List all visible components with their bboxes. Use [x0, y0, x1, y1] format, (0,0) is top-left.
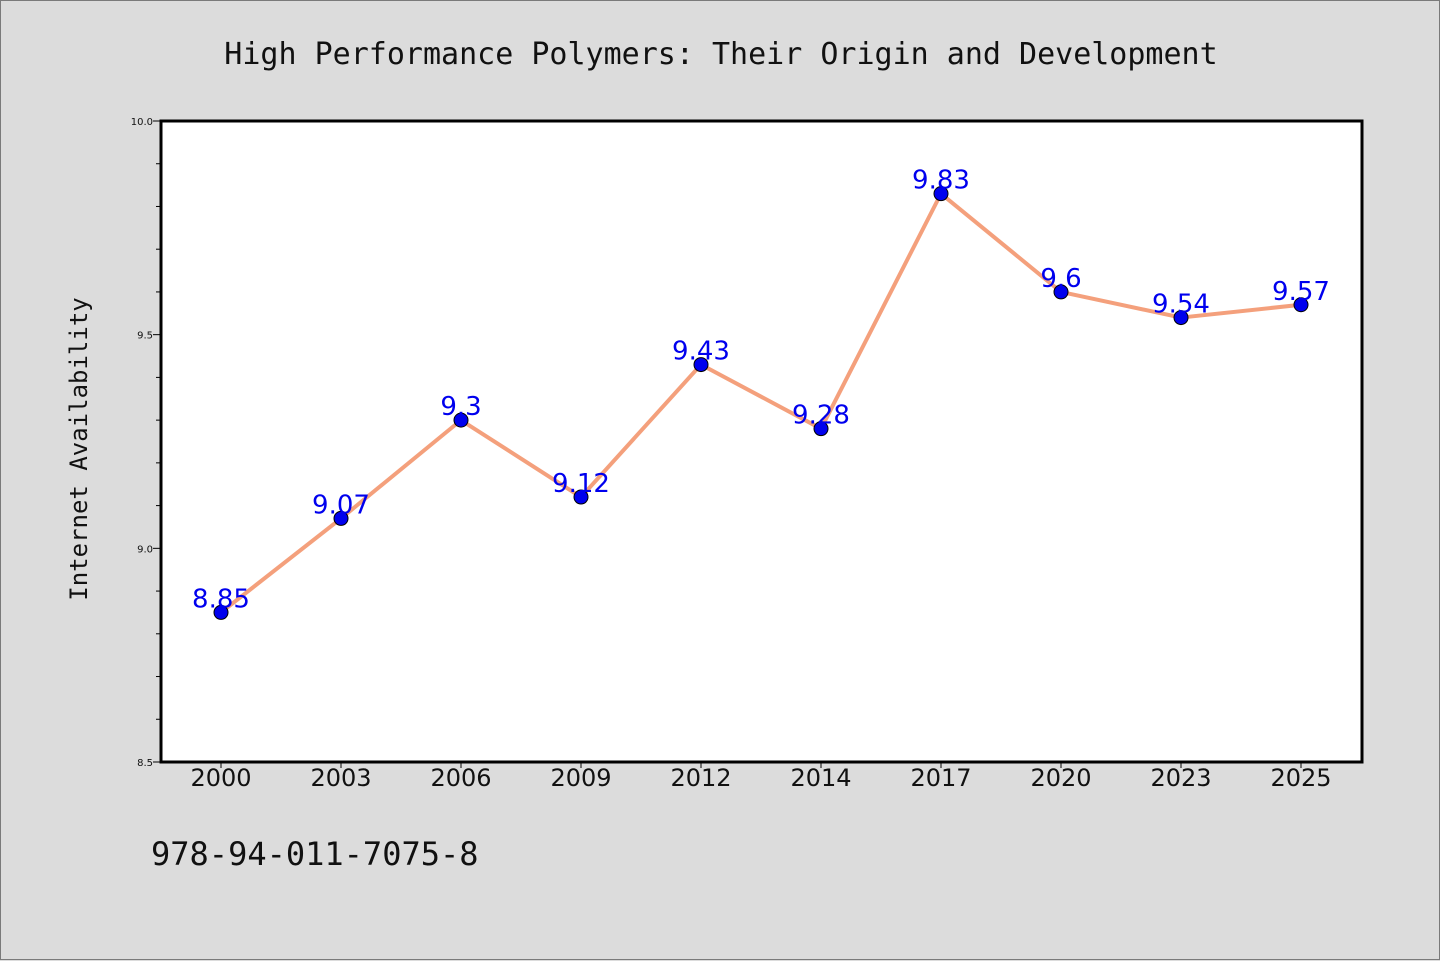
- y-tick-label: 10.0: [131, 117, 153, 128]
- x-tick-label: 2014: [790, 764, 851, 792]
- data-label: 9.6: [1040, 264, 1081, 294]
- y-axis-label: Internet Availability: [65, 297, 93, 600]
- data-label: 9.57: [1272, 277, 1330, 307]
- x-tick-label: 2025: [1270, 764, 1331, 792]
- x-tick-label: 2020: [1030, 764, 1091, 792]
- data-label: 9.83: [912, 166, 970, 196]
- data-label: 8.85: [192, 584, 250, 614]
- data-label: 9.07: [312, 490, 370, 520]
- x-tick-label: 2000: [190, 764, 251, 792]
- data-point: [693, 357, 709, 373]
- data-point: [813, 421, 829, 437]
- data-point: [1053, 284, 1069, 300]
- x-tick-label: 2006: [430, 764, 491, 792]
- x-axis: 2000 2003 2006 2009 2012 2014 2017 2020 2023 2025: [190, 762, 1332, 792]
- y-tick-label: 9.5: [137, 331, 153, 342]
- x-tick-label: 2003: [310, 764, 371, 792]
- data-label: 9.3: [440, 392, 481, 422]
- data-point: [1293, 297, 1309, 313]
- data-point: [1173, 310, 1189, 326]
- chart-title: High Performance Polymers: Their Origin …: [224, 37, 1217, 72]
- x-tick-label: 2023: [1150, 764, 1211, 792]
- x-tick-label: 2017: [910, 764, 971, 792]
- x-tick-label: 2012: [670, 764, 731, 792]
- y-axis: 8.5 9.0 9.5 10.0: [131, 117, 161, 769]
- data-label: 9.12: [552, 469, 610, 499]
- plot-area: [159, 119, 1364, 764]
- data-point: [453, 412, 469, 428]
- data-point: [933, 186, 949, 202]
- x-tick-label: 2009: [550, 764, 611, 792]
- data-label: 9.28: [792, 401, 850, 431]
- series-line: [219, 191, 1303, 615]
- y-tick-label: 8.5: [137, 758, 153, 769]
- y-tick-label: 9.0: [137, 544, 153, 555]
- series-group: [213, 186, 1309, 620]
- data-label: 9.43: [672, 337, 730, 367]
- data-point: [333, 510, 349, 526]
- data-labels: 8.85 9.07 9.3 9.12 9.43 9.28 9.83 9.6 9.54 9.57: [192, 166, 1330, 615]
- footer-isbn: 978-94-011-7075-8: [151, 835, 479, 873]
- data-label: 9.54: [1152, 290, 1210, 320]
- data-point: [573, 489, 589, 505]
- data-point: [213, 604, 229, 620]
